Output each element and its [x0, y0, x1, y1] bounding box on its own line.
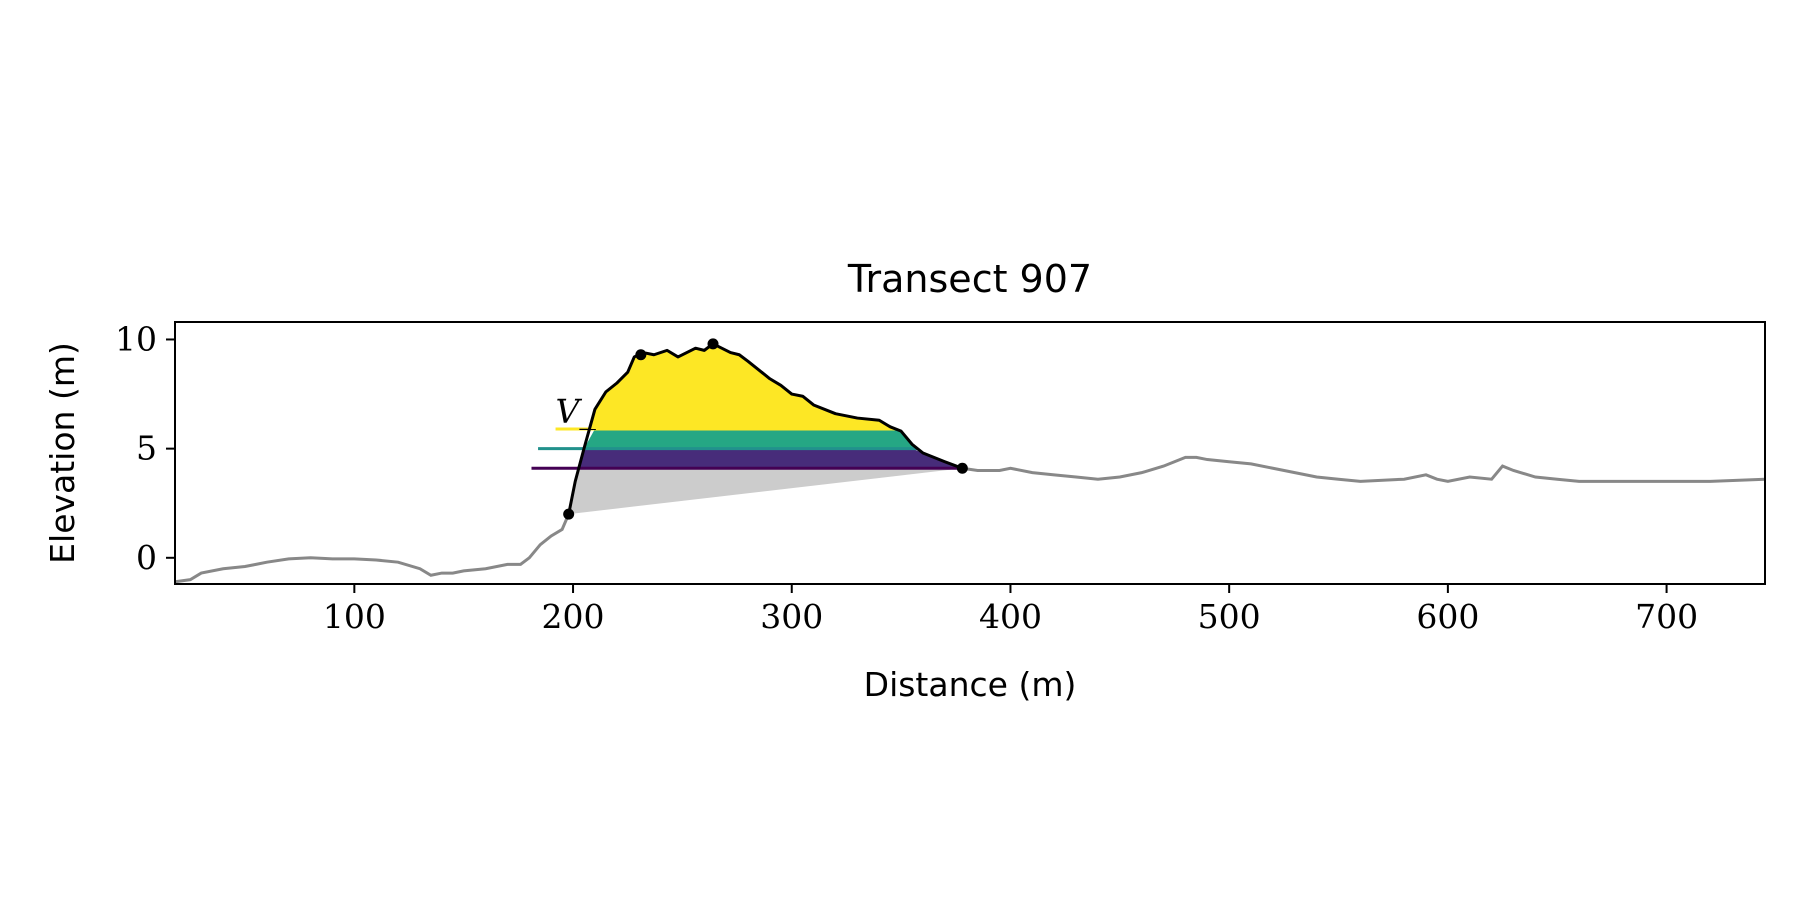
x-tick-label: 400: [979, 597, 1042, 636]
y-tick-label: 10: [115, 319, 157, 358]
x-tick-label: 300: [760, 597, 823, 636]
key-point: [956, 462, 968, 474]
axes-frame: [174, 321, 1766, 585]
chart-title: Transect 907: [847, 257, 1092, 301]
key-point: [707, 338, 719, 350]
y-tick-label: 5: [136, 429, 157, 468]
x-tick-label: 700: [1635, 597, 1698, 636]
key-points: [563, 338, 968, 520]
dune-outline: [567, 342, 963, 515]
x-axis: 100 200 300 400 500 600 700: [323, 584, 1698, 636]
key-point: [563, 508, 575, 520]
x-tick-label: 100: [323, 597, 386, 636]
x-tick-label: 500: [1198, 597, 1261, 636]
profile-line-seaward: [175, 513, 571, 584]
x-tick-label: 600: [1416, 597, 1479, 636]
dune-base-fill: [568, 468, 963, 515]
profile-line-landward: [962, 455, 1765, 483]
plot-area: V_B ... m^{-1}: [175, 342, 1765, 584]
key-point: [635, 349, 647, 361]
y-axis: 0 5 10: [115, 319, 175, 577]
x-axis-label: Distance (m): [864, 665, 1077, 704]
dune-band-1: [578, 448, 963, 469]
y-axis-label: Elevation (m): [43, 342, 82, 564]
dune-band-2: [583, 428, 918, 449]
x-tick-label: 200: [542, 597, 605, 636]
y-tick-label: 0: [136, 538, 157, 577]
